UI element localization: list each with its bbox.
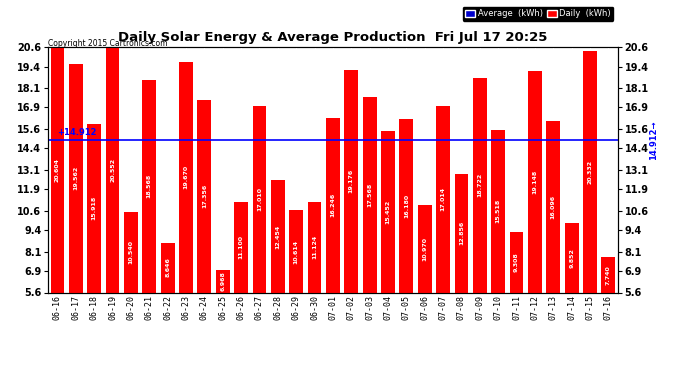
Bar xyxy=(234,202,248,292)
Text: 16.246: 16.246 xyxy=(331,193,335,217)
Bar xyxy=(253,106,266,292)
Bar xyxy=(473,78,486,292)
Title: Daily Solar Energy & Average Production  Fri Jul 17 20:25: Daily Solar Energy & Average Production … xyxy=(118,32,548,44)
Bar xyxy=(161,243,175,292)
Bar xyxy=(418,205,432,292)
Bar xyxy=(363,96,377,292)
Bar xyxy=(69,64,83,292)
Text: 19.670: 19.670 xyxy=(184,165,188,189)
Bar xyxy=(106,48,119,292)
Text: 11.100: 11.100 xyxy=(239,236,244,260)
Text: 8.646: 8.646 xyxy=(165,258,170,278)
Bar xyxy=(50,47,64,292)
Text: 9.308: 9.308 xyxy=(514,252,519,272)
Text: 9.852: 9.852 xyxy=(569,248,574,268)
Text: 14.912→: 14.912→ xyxy=(649,120,658,160)
Bar xyxy=(602,258,615,292)
Text: 15.518: 15.518 xyxy=(495,199,501,223)
Text: 17.568: 17.568 xyxy=(367,182,372,207)
Text: 11.124: 11.124 xyxy=(312,235,317,260)
Bar xyxy=(216,270,230,292)
Text: +14.912: +14.912 xyxy=(57,128,97,137)
Bar xyxy=(583,51,597,292)
Text: 18.568: 18.568 xyxy=(147,174,152,198)
Bar xyxy=(197,100,211,292)
Text: 18.722: 18.722 xyxy=(477,173,482,197)
Bar xyxy=(510,232,524,292)
Bar xyxy=(400,119,413,292)
Text: 20.332: 20.332 xyxy=(587,160,593,184)
Bar xyxy=(289,210,303,292)
Bar xyxy=(124,211,138,292)
Text: 12.454: 12.454 xyxy=(275,224,280,249)
Bar xyxy=(344,70,358,292)
Bar xyxy=(564,223,578,292)
Bar xyxy=(326,118,339,292)
Text: 10.970: 10.970 xyxy=(422,237,427,261)
Text: 19.148: 19.148 xyxy=(533,170,538,194)
Bar xyxy=(308,202,322,292)
Text: 17.014: 17.014 xyxy=(441,187,446,211)
Text: 10.614: 10.614 xyxy=(294,239,299,264)
Text: 6.968: 6.968 xyxy=(220,272,225,291)
Text: 10.540: 10.540 xyxy=(128,240,133,264)
Bar xyxy=(88,123,101,292)
Text: 7.740: 7.740 xyxy=(606,265,611,285)
Bar xyxy=(546,121,560,292)
Text: 16.096: 16.096 xyxy=(551,195,555,219)
Bar xyxy=(142,80,156,292)
Text: 20.604: 20.604 xyxy=(55,158,60,182)
Text: 19.176: 19.176 xyxy=(348,169,354,194)
Text: 20.552: 20.552 xyxy=(110,158,115,182)
Text: 15.918: 15.918 xyxy=(92,196,97,220)
Text: 15.452: 15.452 xyxy=(386,200,391,224)
Bar xyxy=(271,180,285,292)
Text: 17.010: 17.010 xyxy=(257,187,262,211)
Bar xyxy=(436,106,450,292)
Bar xyxy=(528,70,542,292)
Bar xyxy=(455,174,469,292)
Legend: Average  (kWh), Daily  (kWh): Average (kWh), Daily (kWh) xyxy=(462,7,613,21)
Text: 12.856: 12.856 xyxy=(459,221,464,245)
Bar xyxy=(179,62,193,292)
Text: Copyright 2015 Cartronics.com: Copyright 2015 Cartronics.com xyxy=(48,39,168,48)
Text: 19.562: 19.562 xyxy=(73,166,79,190)
Text: 16.180: 16.180 xyxy=(404,194,409,218)
Text: 17.356: 17.356 xyxy=(202,184,207,209)
Bar xyxy=(381,131,395,292)
Bar xyxy=(491,130,505,292)
